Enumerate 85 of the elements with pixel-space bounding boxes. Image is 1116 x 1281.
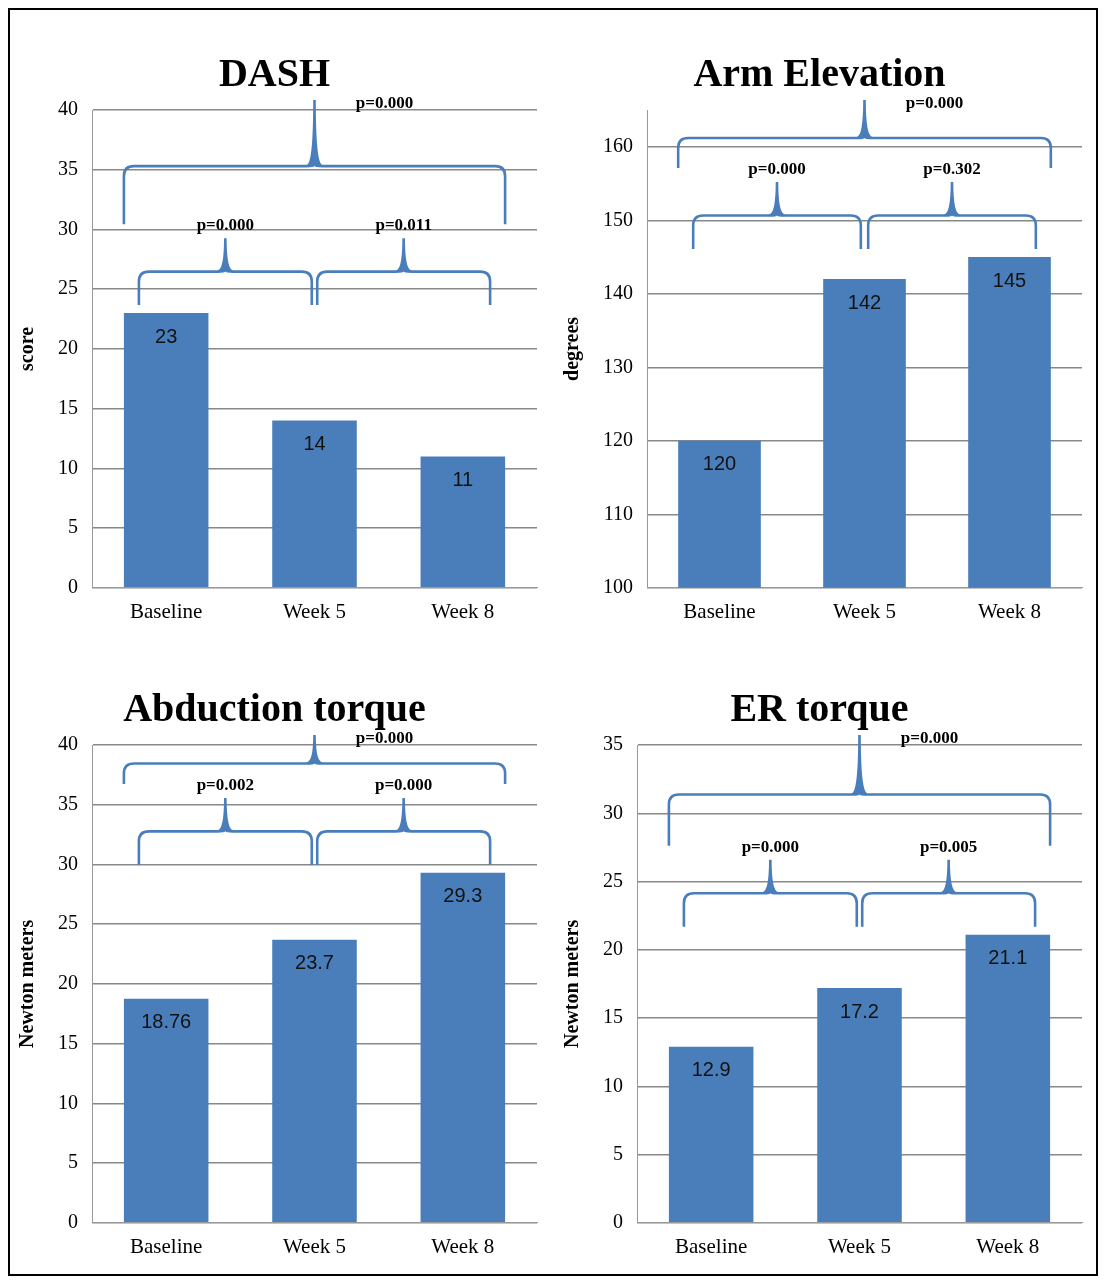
- y-tick-label: 5: [68, 1150, 78, 1173]
- y-tick-label: 35: [58, 156, 78, 179]
- x-tick-label: Week 8: [431, 598, 495, 623]
- y-tick-label: 35: [603, 732, 623, 755]
- y-tick-label: 20: [603, 937, 623, 960]
- data-label: 23.7: [295, 951, 334, 974]
- annotation: p=0.000: [355, 93, 414, 112]
- x-tick-label: Baseline: [675, 1233, 748, 1258]
- data-label: 142: [847, 290, 882, 313]
- y-tick-label: 25: [58, 276, 78, 299]
- y-tick-label: 10: [58, 1090, 78, 1113]
- data-label: 17.2: [840, 999, 879, 1022]
- y-tick-label: 15: [58, 1030, 78, 1053]
- bar: [123, 998, 209, 1223]
- y-tick-label: 150: [603, 207, 633, 230]
- y-tick-label: 100: [603, 575, 633, 598]
- y-tick-label: 110: [603, 501, 633, 524]
- x-tick-label: Week 5: [832, 598, 897, 623]
- x-tick-label: Baseline: [130, 1233, 203, 1258]
- y-tick-label: 30: [58, 216, 78, 239]
- y-axis-title: degrees: [560, 316, 584, 381]
- data-label: 11: [452, 467, 474, 490]
- y-tick-label: 10: [58, 455, 78, 478]
- y-tick-label: 15: [603, 1005, 623, 1028]
- y-tick-label: 20: [58, 971, 78, 994]
- y-tick-label: 35: [58, 791, 78, 814]
- annotation: p=0.011: [375, 215, 432, 235]
- annotation: p=0.005: [919, 836, 978, 856]
- annotation: p=0.000: [905, 93, 964, 112]
- y-axis-title: score: [15, 326, 38, 371]
- bar: [272, 420, 357, 588]
- y-tick-label: 40: [58, 97, 78, 120]
- annotation: p=0.000: [196, 215, 255, 235]
- y-tick-label: 120: [603, 428, 633, 451]
- data-label: 29.3: [443, 884, 483, 907]
- y-tick-label: 0: [68, 1210, 78, 1233]
- chart-title: ER torque: [730, 685, 909, 731]
- x-tick-label: Week 5: [827, 1233, 892, 1258]
- chart-title: Arm Elevation: [693, 50, 946, 96]
- data-label: 120: [702, 452, 737, 475]
- bar: [965, 934, 1051, 1223]
- x-tick-label: Baseline: [683, 598, 756, 623]
- y-axis-title: Newton meters: [560, 919, 583, 1049]
- annotation: p=0.002: [196, 774, 255, 794]
- data-label: 23: [155, 324, 178, 347]
- y-tick-label: 25: [603, 868, 623, 891]
- x-tick-label: Week 5: [282, 598, 347, 623]
- chart-title: DASH: [218, 50, 331, 96]
- y-tick-label: 20: [58, 336, 78, 359]
- data-label: 145: [992, 268, 1027, 291]
- x-tick-label: Week 8: [977, 598, 1042, 623]
- y-axis-title: Newton meters: [15, 919, 38, 1049]
- y-tick-label: 30: [58, 851, 78, 874]
- y-tick-label: 40: [58, 732, 78, 755]
- y-tick-label: 0: [613, 1210, 623, 1233]
- bar: [123, 313, 209, 588]
- y-tick-label: 25: [58, 911, 78, 934]
- y-tick-label: 5: [68, 515, 78, 538]
- x-tick-label: Baseline: [130, 598, 203, 623]
- y-tick-label: 5: [613, 1141, 623, 1164]
- data-label: 14: [303, 432, 326, 455]
- annotation: p=0.000: [748, 159, 806, 179]
- chart-title: Abduction torque: [123, 685, 426, 731]
- bar: [668, 1046, 754, 1223]
- bar: [817, 988, 902, 1223]
- data-label: 21.1: [988, 946, 1028, 969]
- y-tick-label: 140: [603, 281, 633, 304]
- x-tick-label: Week 8: [976, 1233, 1040, 1258]
- y-tick-label: 160: [603, 134, 633, 156]
- annotation: p=0.000: [900, 728, 959, 747]
- bar: [272, 939, 357, 1223]
- data-label: 18.76: [141, 1010, 192, 1033]
- bar: [420, 872, 506, 1223]
- annotation: p=0.302: [923, 159, 981, 179]
- y-tick-label: 15: [58, 395, 78, 418]
- x-tick-label: Week 8: [431, 1233, 495, 1258]
- x-tick-label: Week 5: [282, 1233, 347, 1258]
- y-tick-label: 10: [603, 1073, 623, 1096]
- bar: [420, 456, 506, 588]
- annotation: p=0.000: [374, 774, 433, 794]
- y-tick-label: 130: [603, 354, 633, 377]
- data-label: 12.9: [691, 1058, 731, 1081]
- y-tick-label: 0: [68, 575, 78, 598]
- y-tick-label: 30: [603, 800, 623, 823]
- annotation: p=0.000: [741, 836, 800, 856]
